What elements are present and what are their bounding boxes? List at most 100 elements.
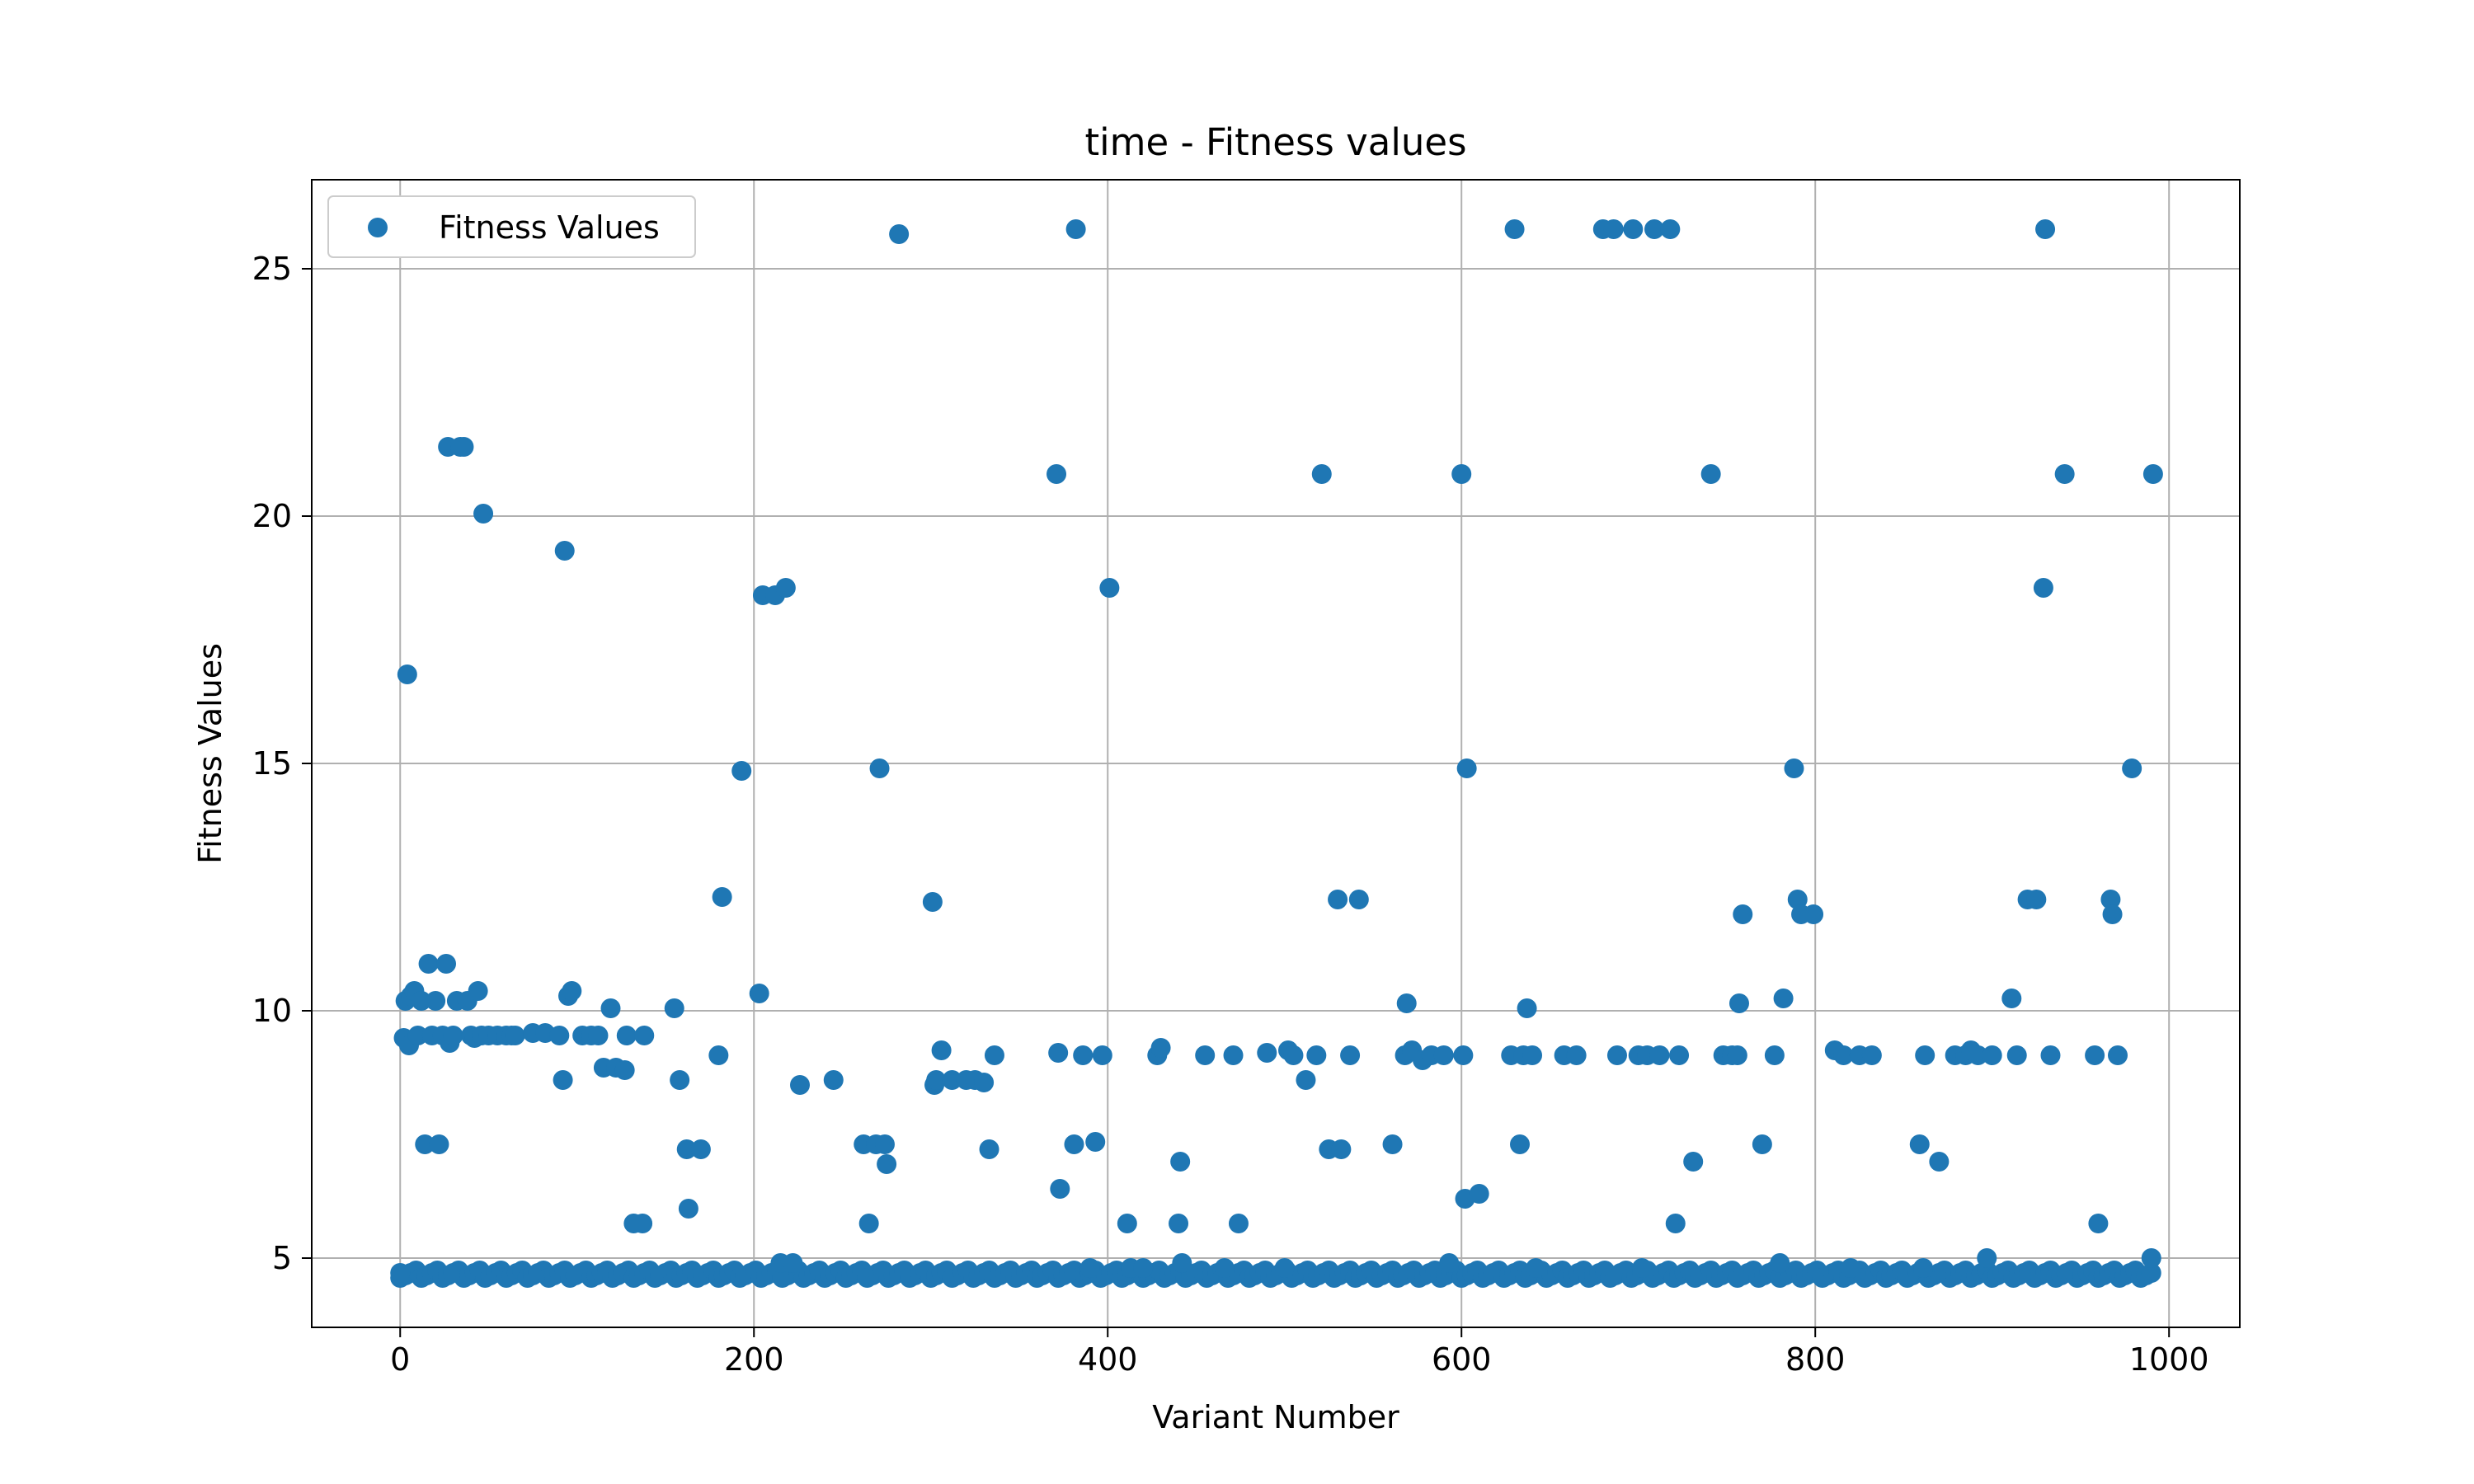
baseline-points [390,1261,2161,1288]
data-point [1526,1258,1546,1278]
data-point [790,1075,811,1095]
data-point [443,1026,463,1045]
data-point [1469,1184,1489,1204]
y-tick-label: 15 [252,745,292,782]
data-points [390,219,2163,1283]
data-point [1606,1045,1627,1065]
data-point [1257,1043,1277,1063]
data-point [2001,989,2022,1008]
data-point [1787,890,1808,909]
data-point [1977,1248,1997,1268]
legend-box [327,195,696,258]
data-point [1804,904,1824,924]
data-point [407,1026,428,1045]
chart-title: time - Fitness values [1084,120,1466,164]
data-point [712,887,732,907]
data-point [2102,904,2123,924]
data-point [869,758,890,778]
data-point [1228,1214,1249,1233]
data-point [1328,890,1348,909]
data-point [554,541,575,561]
data-point [2107,1045,2128,1065]
data-point [2026,890,2047,909]
data-point [931,1040,952,1060]
data-point [1195,1045,1216,1065]
data-point [397,665,417,684]
data-point [1968,1045,1988,1065]
x-axis-label: Variant Number [1152,1399,1399,1435]
data-point [2054,464,2075,484]
data-point [505,1026,525,1045]
data-point [1861,1045,1882,1065]
data-point [678,1199,698,1219]
data-point [1214,1258,1235,1278]
data-point [974,1073,995,1092]
data-point [390,1263,411,1283]
x-tick-label: 1000 [2129,1341,2209,1378]
data-point [1099,578,1120,598]
data-point [411,991,431,1011]
data-point [1517,998,1537,1018]
plot-frame [311,179,2241,1328]
data-point [1982,1045,2002,1065]
data-point [1752,1134,1772,1154]
data-point [731,761,752,781]
data-point [1274,1258,1295,1278]
data-point [1649,1045,1670,1065]
data-point [1522,1045,1543,1065]
data-point [1092,1045,1112,1065]
y-tick-label: 20 [252,498,292,534]
data-point [1283,1045,1304,1065]
data-point [1306,1045,1327,1065]
data-point [1331,1139,1352,1159]
data-point [553,1070,573,1090]
data-point [1453,1045,1474,1065]
data-point [2033,578,2053,598]
data-point [2088,1214,2109,1233]
data-point [415,1134,435,1154]
data-point [1841,1258,1861,1278]
data-point [1150,1038,1171,1058]
data-point [1079,1258,1100,1278]
data-point [634,1026,655,1045]
data-point [633,1214,653,1233]
data-point [1439,1253,1460,1273]
data-point [1770,1253,1790,1273]
data-point [1727,1045,1747,1065]
data-point [1117,1214,1137,1233]
data-point [1915,1045,1935,1065]
data-point [922,892,943,912]
data-point [823,1070,844,1090]
data-point [1700,464,1721,484]
data-point [1050,1179,1070,1199]
legend: Fitness Values [327,195,696,258]
data-point [1065,219,1086,239]
data-point [562,981,582,1001]
data-point [1913,1258,1934,1278]
data-point [1169,1214,1189,1233]
legend-marker [368,218,388,237]
data-point [454,437,474,457]
data-point [1909,1134,1930,1154]
x-tick-label: 800 [1785,1341,1846,1378]
data-point [889,224,910,244]
data-point [1172,1253,1192,1273]
data-point [600,998,621,1018]
data-point [664,998,684,1018]
data-point [418,954,439,974]
data-point [1048,1043,1069,1063]
data-point [1296,1070,1316,1090]
data-point [1644,219,1665,239]
data-point [783,1253,803,1273]
data-point [588,1026,609,1045]
data-point [942,1070,962,1090]
data-point [775,578,796,598]
grid-lines [312,180,2240,1327]
data-point [1733,904,1753,924]
data-point [1451,464,1472,484]
data-point [1784,758,1804,778]
data-point [614,1060,635,1080]
data-point [676,1139,697,1159]
data-point [1669,1045,1690,1065]
y-tick-label: 10 [252,993,292,1029]
